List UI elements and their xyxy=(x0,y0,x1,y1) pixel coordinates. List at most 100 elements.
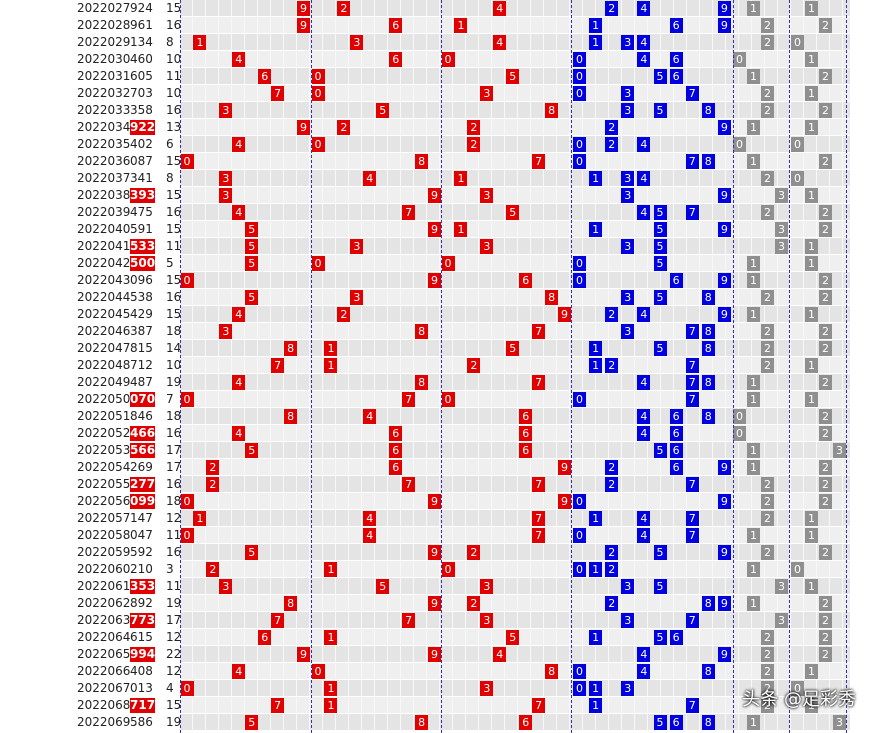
digit-ball-red: 1 xyxy=(324,562,338,577)
draw-number: 922 xyxy=(130,120,156,135)
draw-number: 592 xyxy=(130,545,153,559)
count-ball-gray: 2 xyxy=(761,477,774,492)
issue-number: 2022053 xyxy=(77,443,131,457)
digit-ball-blue: 8 xyxy=(701,409,715,424)
count-ball-gray: 2 xyxy=(819,222,832,237)
digit-ball-red: 6 xyxy=(389,426,403,441)
digit-ball-blue: 0 xyxy=(573,664,586,679)
sum-value: 17 xyxy=(166,613,180,627)
digit-ball-blue: 7 xyxy=(685,358,699,373)
draw-number: 475 xyxy=(130,205,153,219)
digit-ball-blue: 0 xyxy=(573,392,586,407)
digit-ball-blue: 5 xyxy=(653,103,667,118)
digit-ball-red: 5 xyxy=(245,222,259,237)
count-ball-gray: 1 xyxy=(805,358,818,373)
count-ball-gray: 2 xyxy=(819,494,832,509)
digit-ball-red: 6 xyxy=(519,409,533,424)
digit-ball-red: 1 xyxy=(324,341,338,356)
digit-ball-red: 7 xyxy=(402,477,416,492)
digit-ball-red: 4 xyxy=(493,35,507,50)
row-background xyxy=(180,51,850,67)
count-ball-gray: 3 xyxy=(775,222,788,237)
sum-value: 12 xyxy=(166,511,180,525)
issue-number: 2022030 xyxy=(77,52,131,66)
digit-ball-blue: 0 xyxy=(573,69,586,84)
digit-ball-red: 8 xyxy=(284,596,298,611)
count-ball-gray: 2 xyxy=(761,35,774,50)
row-background xyxy=(180,595,850,611)
digit-ball-blue: 5 xyxy=(653,69,667,84)
count-ball-gray: 1 xyxy=(747,562,760,577)
digit-ball-blue: 3 xyxy=(621,239,635,254)
table-row: 2022044 538 16 5 3 8 3 5 8 2 2 xyxy=(0,289,874,306)
digit-ball-red: 1 xyxy=(454,222,468,237)
draw-number: 566 xyxy=(130,443,156,458)
digit-ball-red: 4 xyxy=(493,1,507,16)
digit-ball-blue: 8 xyxy=(701,103,715,118)
digit-ball-blue: 0 xyxy=(573,86,586,101)
table-row: 2022035 402 6 4 0 2 0 2 4 0 0 xyxy=(0,136,874,153)
digit-ball-blue: 2 xyxy=(605,1,619,16)
draw-number: 500 xyxy=(130,256,156,271)
table-row: 2022028 961 16 9 6 1 1 6 9 2 2 xyxy=(0,17,874,34)
issue-number: 2022047 xyxy=(77,341,131,355)
digit-ball-blue: 3 xyxy=(621,613,635,628)
count-ball-gray: 2 xyxy=(761,18,774,33)
digit-ball-red: 2 xyxy=(206,562,220,577)
digit-ball-red: 3 xyxy=(480,239,494,254)
digit-ball-red: 5 xyxy=(506,630,520,645)
digit-ball-red: 0 xyxy=(311,86,325,101)
draw-number: 703 xyxy=(130,86,153,100)
count-ball-gray: 3 xyxy=(775,239,788,254)
digit-ball-red: 9 xyxy=(297,1,311,16)
count-ball-gray: 1 xyxy=(805,239,818,254)
draw-number: 712 xyxy=(130,358,153,372)
issue-number: 2022048 xyxy=(77,358,131,372)
draw-number: 087 xyxy=(130,154,153,168)
count-ball-gray: 2 xyxy=(761,647,774,662)
digit-ball-red: 8 xyxy=(415,375,429,390)
digit-ball-red: 7 xyxy=(402,613,416,628)
draw-number: 994 xyxy=(130,647,156,662)
count-ball-gray: 1 xyxy=(747,154,760,169)
digit-ball-blue: 9 xyxy=(717,120,731,135)
table-row: 2022029 134 8 1 3 4 1 3 4 2 0 xyxy=(0,34,874,51)
digit-ball-blue: 4 xyxy=(637,205,651,220)
table-row: 2022056 099 18 0 9 9 0 9 2 2 xyxy=(0,493,874,510)
digit-ball-red: 4 xyxy=(363,528,377,543)
digit-ball-red: 3 xyxy=(350,239,364,254)
sum-value: 12 xyxy=(166,664,180,678)
digit-ball-blue: 3 xyxy=(621,103,635,118)
digit-ball-blue: 8 xyxy=(701,596,715,611)
digit-ball-red: 6 xyxy=(519,273,533,288)
count-ball-gray: 2 xyxy=(761,698,774,713)
issue-number: 2022039 xyxy=(77,205,131,219)
row-background xyxy=(180,170,850,186)
row-background xyxy=(180,578,850,594)
digit-ball-blue: 0 xyxy=(573,681,586,696)
count-ball-gray: 0 xyxy=(733,137,746,152)
table-row: 2022043 096 15 0 9 6 0 6 9 1 2 xyxy=(0,272,874,289)
digit-ball-red: 5 xyxy=(245,715,259,730)
sum-value: 15 xyxy=(166,307,180,321)
count-ball-gray: 2 xyxy=(819,613,832,628)
digit-ball-blue: 1 xyxy=(589,341,603,356)
draw-number: 393 xyxy=(130,188,156,203)
issue-number: 2022068 xyxy=(77,698,131,712)
sum-value: 19 xyxy=(166,375,180,389)
digit-ball-red: 3 xyxy=(219,103,233,118)
sum-value: 15 xyxy=(166,273,180,287)
digit-ball-red: 3 xyxy=(480,613,494,628)
digit-ball-red: 5 xyxy=(245,290,259,305)
digit-ball-red: 9 xyxy=(428,647,442,662)
digit-ball-blue: 1 xyxy=(589,18,603,33)
digit-ball-red: 5 xyxy=(376,579,390,594)
digit-ball-blue: 9 xyxy=(717,647,731,662)
digit-ball-red: 7 xyxy=(532,154,546,169)
table-row: 2022067 013 4 0 1 3 0 1 3 2 0 xyxy=(0,680,874,697)
digit-ball-red: 7 xyxy=(271,358,285,373)
row-background xyxy=(180,357,850,373)
count-ball-gray: 2 xyxy=(819,409,832,424)
draw-number: 147 xyxy=(130,511,153,525)
digit-ball-blue: 1 xyxy=(589,171,603,186)
